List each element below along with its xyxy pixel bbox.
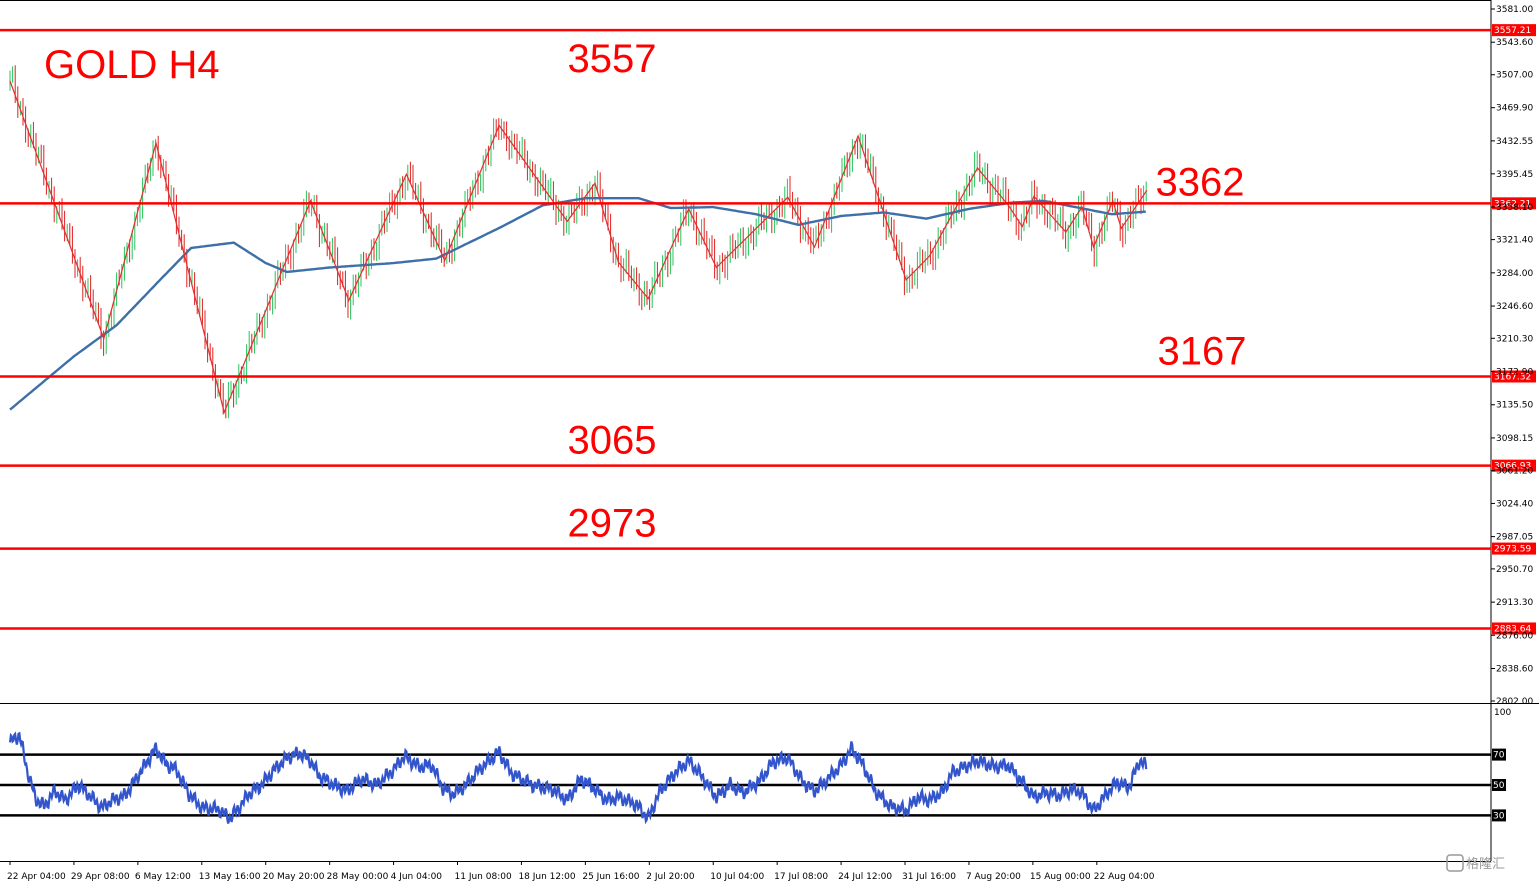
zigzag-line bbox=[9, 80, 1148, 415]
level-label: 3362 bbox=[1156, 160, 1245, 204]
time-tick-label: 22 Apr 04:00 bbox=[7, 872, 66, 882]
price-tick-label: 3321.40 bbox=[1496, 236, 1533, 246]
price-tick-label: 3395.45 bbox=[1496, 170, 1533, 180]
time-tick-label: 2 Jul 20:00 bbox=[646, 872, 695, 882]
time-tick-label: 28 May 00:00 bbox=[327, 872, 389, 882]
time-axis: 22 Apr 04:00 29 Apr 08:00 6 May 12:00 13 Ma… bbox=[7, 861, 1155, 882]
time-tick-label: 22 Aug 04:00 bbox=[1094, 872, 1155, 882]
time-tick-label: 4 Jun 04:00 bbox=[391, 872, 443, 882]
rsi-band-badge bbox=[1492, 748, 1506, 761]
price-tick-label: 3469.90 bbox=[1496, 104, 1533, 114]
level-badge bbox=[1492, 542, 1536, 555]
price-tick-label: 3246.60 bbox=[1496, 302, 1533, 312]
rsi-panel: 100 70 50 30 bbox=[0, 708, 1511, 825]
level-badge bbox=[1492, 197, 1536, 210]
price-tick-label: 3432.55 bbox=[1496, 137, 1533, 147]
time-tick-label: 25 Jun 16:00 bbox=[582, 872, 639, 882]
rsi-band-badge bbox=[1492, 809, 1506, 822]
level-label: 3557 bbox=[568, 37, 657, 81]
time-tick-label: 13 May 16:00 bbox=[199, 872, 261, 882]
level-badge-text: 3167.32 bbox=[1494, 372, 1531, 382]
price-tick-label: 3098.15 bbox=[1496, 434, 1533, 444]
level-badge-text: 3362.21 bbox=[1494, 199, 1531, 209]
price-tick-label: 2838.60 bbox=[1496, 664, 1533, 674]
time-tick-label: 20 May 20:00 bbox=[263, 872, 325, 882]
time-tick-label: 6 May 12:00 bbox=[135, 872, 191, 882]
level-badge bbox=[1492, 459, 1536, 472]
time-tick-label: 11 Jun 08:00 bbox=[455, 872, 512, 882]
time-tick-label: 18 Jun 12:00 bbox=[518, 872, 575, 882]
price-tick-label: 3507.00 bbox=[1496, 71, 1533, 81]
watermark: 格隆汇 bbox=[1446, 854, 1505, 872]
level-badge-text: 2973.59 bbox=[1494, 545, 1531, 555]
moving-average-line bbox=[9, 197, 1146, 411]
candlestick-series bbox=[9, 65, 1147, 419]
price-tick-label: 3358.10 bbox=[1496, 203, 1533, 213]
rsi-band-label: 50 bbox=[1493, 781, 1505, 791]
level-badge bbox=[1492, 622, 1536, 635]
level-label: 3065 bbox=[568, 419, 657, 463]
level-badge bbox=[1492, 370, 1536, 383]
level-badge-text: 3066.93 bbox=[1494, 462, 1531, 472]
level-badge-text: 3557.21 bbox=[1494, 26, 1531, 36]
price-tick-label: 2987.05 bbox=[1496, 533, 1533, 543]
level-label: 2973 bbox=[568, 502, 657, 546]
rsi-band-label: 70 bbox=[1493, 751, 1505, 761]
price-tick-label: 3061.20 bbox=[1496, 467, 1533, 477]
price-tick-label: 2950.70 bbox=[1496, 565, 1533, 575]
watermark-logo-icon bbox=[1446, 854, 1464, 872]
time-tick-label: 7 Aug 20:00 bbox=[966, 872, 1021, 882]
price-tick-label: 2913.30 bbox=[1496, 598, 1533, 608]
price-tick-label: 3581.00 bbox=[1496, 5, 1533, 15]
watermark-text: 格隆汇 bbox=[1466, 856, 1505, 872]
rsi-band-label: 30 bbox=[1493, 811, 1505, 821]
level-label: 3167 bbox=[1158, 329, 1247, 373]
price-tick-label: 2876.00 bbox=[1496, 631, 1533, 641]
price-tick-label: 3024.40 bbox=[1496, 499, 1533, 509]
time-tick-label: 10 Jul 04:00 bbox=[710, 872, 764, 882]
time-tick-label: 31 Jul 16:00 bbox=[902, 872, 956, 882]
time-tick-label: 15 Aug 00:00 bbox=[1030, 872, 1091, 882]
time-tick-label: 29 Apr 08:00 bbox=[71, 872, 130, 882]
price-tick-label: 3210.30 bbox=[1496, 334, 1533, 344]
price-tick-label: 3543.60 bbox=[1496, 38, 1533, 48]
time-tick-label: 24 Jul 12:00 bbox=[838, 872, 892, 882]
level-badge-text: 2883.64 bbox=[1494, 624, 1531, 634]
time-tick-label: 17 Jul 08:00 bbox=[774, 872, 828, 882]
rsi-top-label: 100 bbox=[1494, 708, 1511, 718]
price-tick-label: 3172.90 bbox=[1496, 368, 1533, 378]
level-badge bbox=[1492, 24, 1536, 37]
chart-title: GOLD H4 bbox=[44, 43, 220, 87]
price-axis: 3581.00 3543.60 3507.00 3469.90 3432.55 3395.… bbox=[1491, 5, 1533, 707]
rsi-band-badge bbox=[1492, 779, 1506, 791]
price-tick-label: 3135.50 bbox=[1496, 401, 1533, 411]
rsi-line bbox=[8, 731, 1148, 825]
price-tick-label: 2802.00 bbox=[1496, 697, 1533, 707]
price-tick-label: 3284.00 bbox=[1496, 269, 1533, 279]
